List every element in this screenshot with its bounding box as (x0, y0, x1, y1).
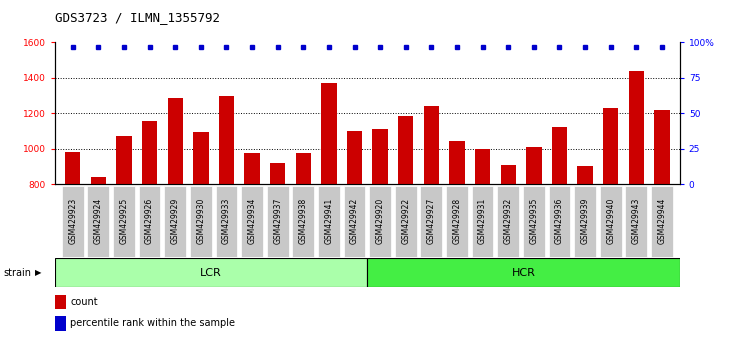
Text: GSM429929: GSM429929 (171, 198, 180, 244)
Text: GSM429942: GSM429942 (350, 198, 359, 244)
Text: GSM429923: GSM429923 (68, 198, 77, 244)
FancyBboxPatch shape (139, 185, 161, 257)
FancyBboxPatch shape (113, 185, 135, 257)
Text: percentile rank within the sample: percentile rank within the sample (70, 318, 235, 329)
Text: GSM429920: GSM429920 (376, 198, 385, 244)
Text: GSM429932: GSM429932 (504, 198, 512, 244)
FancyBboxPatch shape (164, 185, 186, 257)
FancyBboxPatch shape (626, 185, 647, 257)
Text: GSM429924: GSM429924 (94, 198, 103, 244)
Bar (142, 121, 157, 184)
Text: GSM429937: GSM429937 (273, 198, 282, 245)
Bar (295, 153, 311, 184)
FancyBboxPatch shape (497, 185, 519, 257)
Text: GSM429944: GSM429944 (657, 198, 667, 245)
FancyBboxPatch shape (318, 185, 340, 257)
FancyBboxPatch shape (367, 258, 680, 287)
FancyBboxPatch shape (344, 185, 366, 257)
Bar (321, 83, 336, 184)
Bar (55, 295, 66, 309)
Text: GSM429936: GSM429936 (555, 198, 564, 245)
FancyBboxPatch shape (241, 185, 263, 257)
FancyBboxPatch shape (267, 185, 289, 257)
FancyBboxPatch shape (471, 185, 493, 257)
Bar (577, 166, 593, 184)
Bar (526, 147, 542, 184)
Bar (65, 152, 80, 184)
Text: GSM429928: GSM429928 (452, 198, 461, 244)
Bar (116, 136, 132, 184)
FancyBboxPatch shape (55, 258, 367, 287)
Text: GSM429938: GSM429938 (299, 198, 308, 244)
Bar (501, 165, 516, 184)
Bar (219, 97, 234, 184)
FancyBboxPatch shape (523, 185, 545, 257)
Text: HCR: HCR (512, 268, 536, 278)
FancyBboxPatch shape (292, 185, 314, 257)
Text: count: count (70, 297, 98, 307)
FancyBboxPatch shape (62, 185, 83, 257)
FancyBboxPatch shape (651, 185, 673, 257)
Bar (244, 153, 260, 184)
Bar (55, 316, 66, 331)
FancyBboxPatch shape (446, 185, 468, 257)
FancyBboxPatch shape (190, 185, 212, 257)
Bar (193, 132, 208, 184)
Bar (91, 177, 106, 184)
Text: GSM429930: GSM429930 (197, 198, 205, 245)
FancyBboxPatch shape (574, 185, 596, 257)
FancyBboxPatch shape (420, 185, 442, 257)
Text: GSM429943: GSM429943 (632, 198, 641, 245)
Bar (346, 131, 362, 184)
Text: GSM429934: GSM429934 (248, 198, 257, 245)
Text: GSM429939: GSM429939 (580, 198, 590, 245)
Text: LCR: LCR (200, 268, 222, 278)
FancyBboxPatch shape (548, 185, 570, 257)
Bar (424, 106, 439, 184)
Bar (270, 163, 285, 184)
Bar (654, 110, 670, 184)
FancyBboxPatch shape (369, 185, 391, 257)
Bar (450, 141, 465, 184)
FancyBboxPatch shape (599, 185, 621, 257)
Text: strain: strain (4, 268, 31, 278)
Text: GSM429935: GSM429935 (529, 198, 538, 245)
Text: GSM429940: GSM429940 (606, 198, 616, 245)
Text: GSM429925: GSM429925 (119, 198, 129, 244)
Text: GSM429926: GSM429926 (145, 198, 154, 244)
Bar (373, 129, 388, 184)
Text: GDS3723 / ILMN_1355792: GDS3723 / ILMN_1355792 (55, 11, 220, 24)
Text: ▶: ▶ (35, 268, 42, 277)
Bar (603, 108, 618, 184)
Text: GSM429941: GSM429941 (325, 198, 333, 244)
Text: GSM429922: GSM429922 (401, 198, 410, 244)
Bar (475, 149, 491, 184)
Bar (398, 116, 414, 184)
FancyBboxPatch shape (395, 185, 417, 257)
Bar (552, 127, 567, 184)
Bar (167, 98, 183, 184)
Bar (629, 71, 644, 184)
Text: GSM429933: GSM429933 (222, 198, 231, 245)
FancyBboxPatch shape (216, 185, 238, 257)
Text: GSM429927: GSM429927 (427, 198, 436, 244)
Text: GSM429931: GSM429931 (478, 198, 487, 244)
FancyBboxPatch shape (88, 185, 109, 257)
